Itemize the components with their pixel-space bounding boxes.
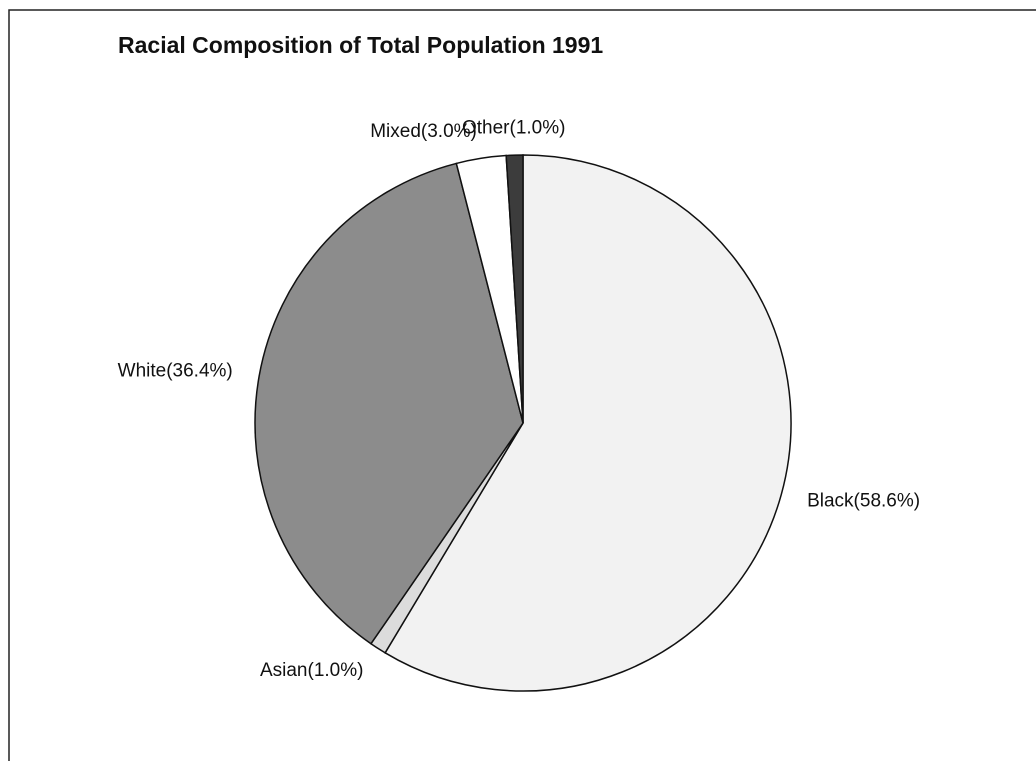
- slice-label: White(36.4%): [118, 360, 233, 381]
- pie-slice: [254, 162, 524, 645]
- chart-title: Racial Composition of Total Population 1…: [118, 32, 603, 58]
- slice-label: Black(58.6%): [807, 491, 920, 512]
- pie-slice: [384, 154, 792, 692]
- frame: [8, 9, 1036, 761]
- slice-label: Mixed(3.0%): [370, 121, 477, 142]
- slice-label: Asian(1.0%): [260, 660, 364, 681]
- pie-slice: [505, 154, 524, 424]
- slice-label: Other(1.0%): [462, 117, 565, 138]
